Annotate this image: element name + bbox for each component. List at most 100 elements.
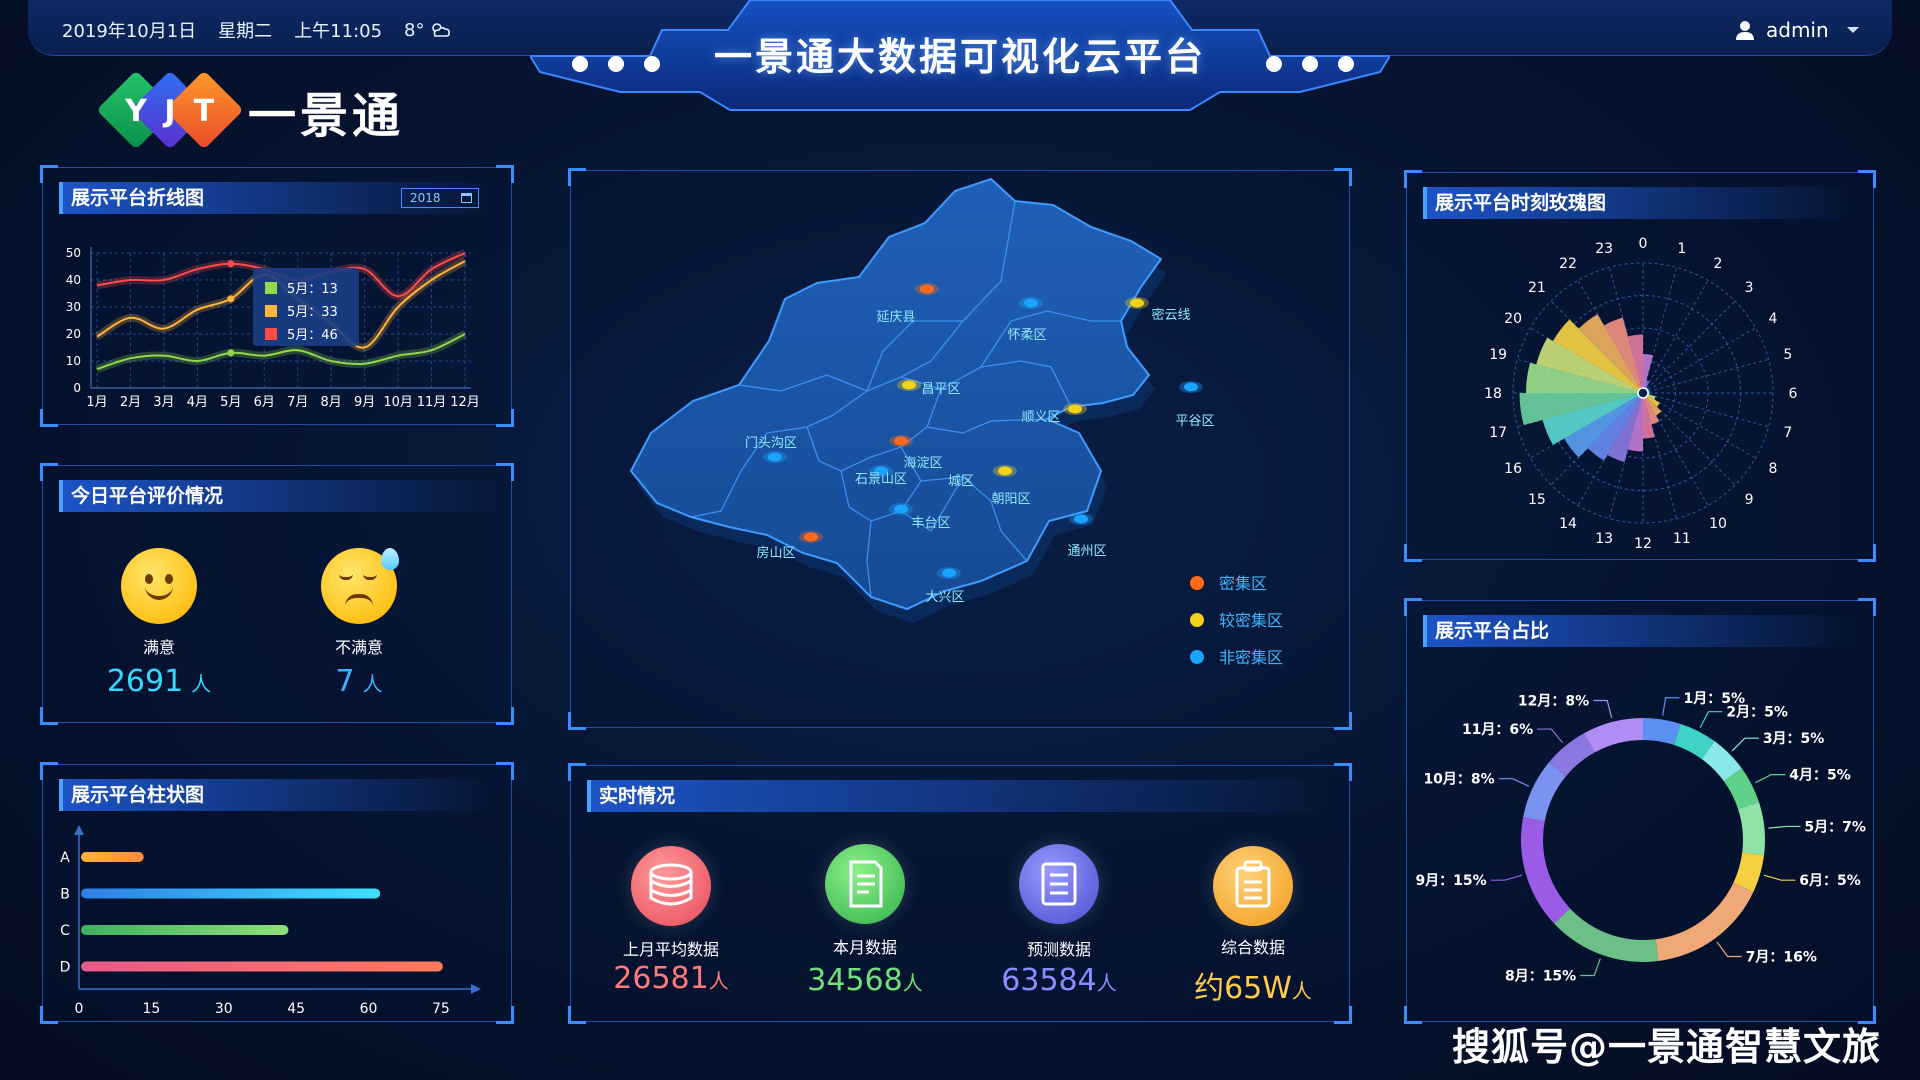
title-dots-right (1266, 56, 1354, 72)
rating-title: 今日平台评价情况 (59, 480, 495, 512)
donut-slice-3 (1701, 741, 1742, 782)
series-point-3 (227, 260, 235, 268)
donut-label: 7月：16% (1746, 949, 1817, 965)
tooltip-box (253, 268, 359, 346)
donut-slice-11 (1548, 733, 1595, 777)
rose-hour-label: 16 (1504, 461, 1522, 477)
map-marker (998, 466, 1012, 476)
realtime-value-4: 约65W人 (1143, 963, 1363, 1007)
rose-petal-20 (1552, 319, 1643, 393)
legend-dot (1190, 613, 1204, 627)
district-borders (690, 200, 1121, 598)
map-outline (629, 177, 1163, 611)
bar-A (81, 852, 144, 862)
rose-hour-label: 12 (1634, 536, 1652, 552)
realtime-title: 实时情况 (587, 780, 1333, 812)
rose-petal-21 (1578, 314, 1643, 393)
realtime-number-2: 34568 (807, 963, 903, 998)
district-label: 房山区 (756, 545, 795, 561)
temperature-text: 8° (404, 19, 425, 41)
y-tick-label: 10 (66, 354, 81, 368)
x-tick-label: 4月 (187, 395, 208, 410)
x-axis-arrow (471, 984, 481, 994)
map-marker (894, 504, 908, 514)
district-label: 城区 (948, 474, 974, 489)
unsatisfied-value: 7 (335, 664, 355, 699)
x-tick-label: 60 (360, 1001, 378, 1017)
y-axis-arrow (74, 825, 84, 835)
district-label: 朝阳区 (991, 492, 1030, 507)
realtime-unit-2: 人 (902, 971, 923, 995)
rose-petal-19 (1536, 337, 1643, 393)
map-marker (942, 568, 956, 578)
rose-hour-label: 20 (1504, 311, 1522, 327)
rose-petal-12 (1627, 393, 1643, 452)
donut-label: 1月：5% (1684, 691, 1746, 707)
y-tick-label: 0 (73, 381, 81, 395)
rose-hour-label: 0 (1639, 236, 1648, 252)
realtime-unit-3: 人 (1096, 971, 1117, 995)
donut-leader (1754, 774, 1786, 784)
rose-spoke (1642, 392, 1709, 506)
x-tick-label: 11月 (417, 395, 447, 410)
rose-center (1637, 387, 1649, 399)
rose-ring (1577, 327, 1709, 459)
bar-chart-title: 展示平台柱状图 (59, 779, 495, 811)
rose-hour-label: 6 (1789, 386, 1798, 402)
line-chart-title: 展示平台折线图 (59, 182, 495, 214)
realtime-unit-4: 人 (1291, 979, 1312, 1003)
donut-slice-8 (1554, 908, 1659, 962)
rose-spoke (1642, 392, 1678, 519)
series-line-1 (96, 333, 466, 371)
rose-petal-0 (1643, 354, 1654, 393)
satisfied-value: 2691 (106, 664, 184, 699)
series-point-1 (227, 349, 235, 357)
calendar-icon (461, 193, 472, 203)
logo-name: 一景通 (248, 88, 405, 144)
rose-spoke (1642, 280, 1709, 394)
realtime-panel: 实时情况 上月平均数据 26581人 本月数据 34568人 预测数据 6358… (568, 763, 1352, 1024)
rose-spoke (1642, 327, 1756, 394)
logo-letter-y: Y (125, 94, 147, 129)
rose-hour-label: 1 (1677, 241, 1686, 257)
bar-D (81, 961, 443, 972)
district-label: 石景山区 (855, 472, 907, 487)
category-label: A (60, 850, 70, 866)
logo-letter-t: T (193, 94, 215, 129)
datetime-bar: 2019年10月1日 星期二 上午11:05 8° (62, 17, 453, 43)
y-tick-label: 50 (66, 246, 81, 260)
logo: Y J T 一景通 (96, 70, 405, 150)
chevron-down-icon (1846, 27, 1859, 33)
district-label: 丰台区 (911, 516, 950, 531)
rose-hour-label: 5 (1783, 347, 1792, 363)
category-label: D (60, 960, 71, 976)
rose-petal-10 (1643, 393, 1660, 425)
donut-label: 5月：7% (1804, 819, 1866, 835)
rose-spoke (1642, 392, 1769, 428)
rose-hour-label: 23 (1595, 241, 1613, 257)
rose-spoke (1530, 392, 1644, 459)
user-icon (1736, 21, 1754, 40)
bar-C (81, 925, 289, 935)
rose-petal-23 (1627, 334, 1643, 393)
rose-spoke (1577, 280, 1644, 394)
map-marker (1130, 298, 1144, 308)
rose-chart-panel: 展示平台时刻玫瑰图 0 1 2 3 4 5 6 7 8 9 10 11 12 13 14 15 16 17 18 19… (1404, 170, 1876, 562)
realtime-label-2: 本月数据 (832, 938, 897, 957)
year-picker[interactable]: 2018 (401, 188, 479, 208)
legend-label: 密集区 (1219, 574, 1267, 593)
ratio-chart-panel: 展示平台占比 1月：5% 2月：5% 3月：5% 4月：5% 5月：7% 6月：5% 7月：… (1404, 598, 1876, 1024)
district-label: 昌平区 (921, 382, 960, 397)
realtime-label-3: 预测数据 (1026, 940, 1091, 959)
rose-hour-label: 15 (1528, 492, 1546, 508)
realtime-label-4: 综合数据 (1220, 938, 1285, 957)
weekday-text: 星期二 (218, 21, 273, 42)
district-label: 通州区 (1067, 544, 1106, 559)
district-label: 海淀区 (903, 456, 942, 471)
rose-petal-11 (1643, 393, 1655, 439)
rose-petal-13 (1607, 393, 1643, 463)
rose-hour-label: 8 (1768, 461, 1777, 477)
donut-slice-10 (1523, 762, 1566, 822)
user-menu[interactable]: admin (1736, 18, 1859, 42)
